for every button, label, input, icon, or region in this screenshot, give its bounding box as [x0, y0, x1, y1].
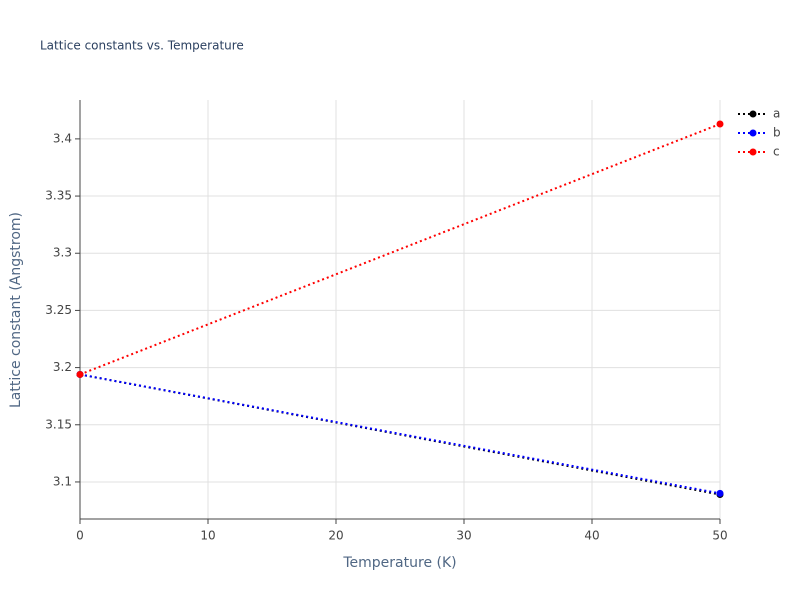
legend-label: a [773, 107, 780, 121]
y-tick-label: 3.4 [53, 131, 72, 145]
x-tick-label: 10 [200, 529, 215, 543]
series-line [79, 123, 721, 376]
x-tick-label: 50 [712, 529, 727, 543]
y-tick-label: 3.25 [45, 303, 72, 317]
y-tick-label: 3.1 [53, 474, 72, 488]
y-tick-label: 3.3 [53, 246, 72, 260]
chart-title: Lattice constants vs. Temperature [40, 39, 244, 53]
series-line [79, 373, 721, 495]
legend-marker [749, 110, 757, 118]
x-tick-label: 0 [76, 529, 84, 543]
y-tick-label: 3.35 [45, 189, 72, 203]
legend-marker [749, 148, 757, 156]
x-tick-label: 40 [584, 529, 599, 543]
y-tick-label: 3.15 [45, 417, 72, 431]
x-tick-label: 20 [328, 529, 343, 543]
data-point [716, 489, 724, 497]
x-axis-label: Temperature (K) [342, 555, 456, 571]
y-axis-label: Lattice constant (Angstrom) [8, 212, 24, 408]
data-point [716, 120, 724, 128]
legend-label: c [773, 145, 780, 159]
x-tick-label: 30 [456, 529, 471, 543]
legend-marker [749, 129, 757, 137]
legend-label: b [773, 126, 781, 140]
data-point [76, 370, 84, 378]
y-tick-label: 3.2 [53, 360, 72, 374]
